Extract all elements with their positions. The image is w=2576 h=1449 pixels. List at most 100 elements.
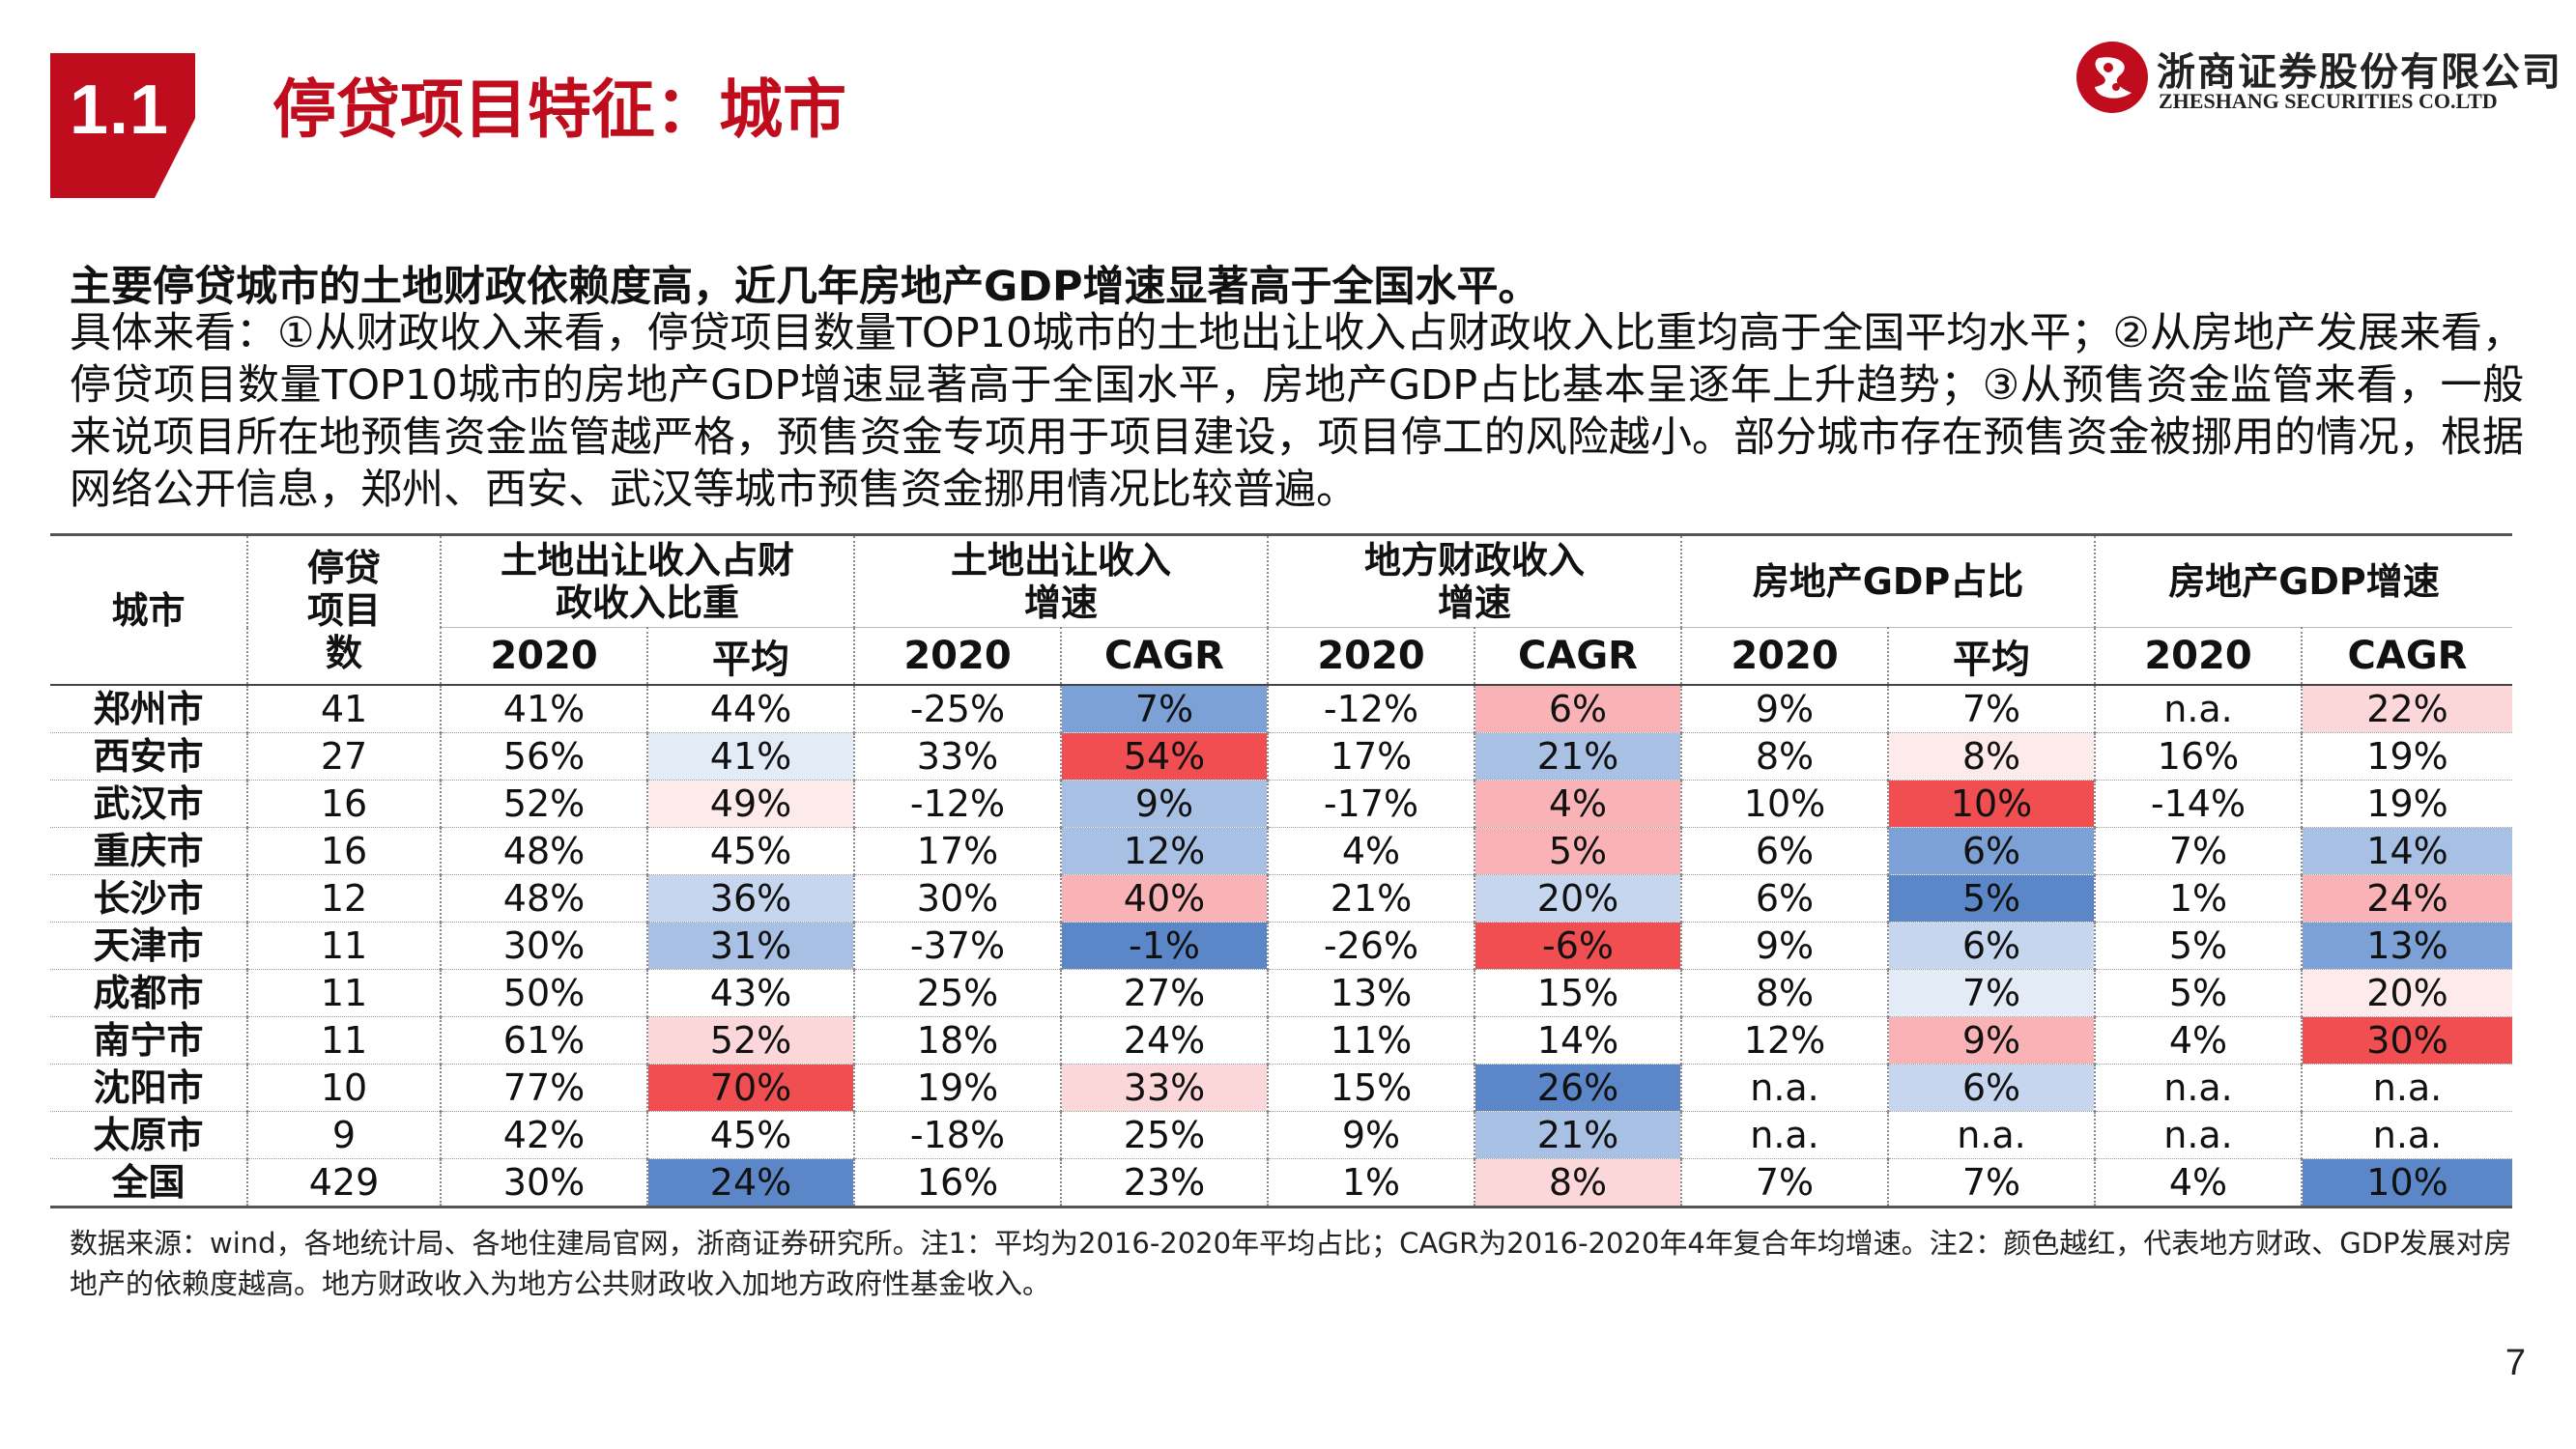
city-cell: 西安市: [50, 732, 248, 781]
value-cell: 30%: [2302, 1016, 2512, 1065]
project-count-cell: 12: [247, 874, 442, 923]
project-count-cell: 41: [247, 685, 442, 733]
table-row: 成都市 11 50% 43% 25% 27% 13% 15% 8% 7% 5% 20%: [50, 969, 2512, 1017]
table-row: 长沙市 12 48% 36% 30% 40% 21% 20% 6% 5% 1% 24%: [50, 874, 2512, 923]
value-cell: 20%: [2302, 969, 2512, 1017]
value-cell: 48%: [441, 827, 648, 875]
group-header-land-share-text: 土地出让收入占财政收入比重: [500, 539, 794, 624]
value-cell: 6%: [1888, 827, 2096, 875]
summary-text: 主要停贷城市的土地财政依赖度高，近几年房地产GDP增速显著高于全国水平。: [70, 263, 1540, 311]
value-cell: 16%: [854, 1158, 1062, 1208]
value-cell: 21%: [1268, 874, 1475, 923]
value-cell: n.a.: [1888, 1111, 2096, 1159]
page-title: 停贷项目特征：城市: [272, 72, 846, 147]
group-header-re-gdp-growth: 房地产GDP增速: [2095, 533, 2512, 628]
value-cell: 15%: [1268, 1064, 1475, 1112]
table-row: 沈阳市 10 77% 70% 19% 33% 15% 26% n.a. 6% n.a. n.a.: [50, 1064, 2512, 1112]
value-cell: 25%: [1061, 1111, 1269, 1159]
table-row: 郑州市 41 41% 44% -25% 7% -12% 6% 9% 7% n.a. 22%: [50, 685, 2512, 733]
city-cell: 太原市: [50, 1111, 248, 1159]
zheshang-logo-icon: [2076, 42, 2148, 113]
value-cell: 5%: [2095, 922, 2303, 970]
value-cell: n.a.: [1681, 1064, 1889, 1112]
value-cell: 4%: [2095, 1016, 2303, 1065]
value-cell: 36%: [647, 874, 855, 923]
value-cell: 56%: [441, 732, 648, 781]
city-cell: 成都市: [50, 969, 248, 1017]
value-cell: 9%: [1268, 1111, 1475, 1159]
value-cell: 30%: [441, 922, 648, 970]
value-cell: 33%: [1061, 1064, 1269, 1112]
city-cell: 南宁市: [50, 1016, 248, 1065]
value-cell: 26%: [1474, 1064, 1682, 1112]
company-logo: 浙商证券股份有限公司 ZHESHANG SECURITIES CO.LTD: [2075, 41, 2561, 128]
value-cell: 9%: [1681, 922, 1889, 970]
value-cell: 49%: [647, 780, 855, 828]
value-cell: -37%: [854, 922, 1062, 970]
value-cell: 13%: [1268, 969, 1475, 1017]
subheader-cell: CAGR: [2347, 634, 2468, 678]
value-cell: 8%: [1681, 969, 1889, 1017]
value-cell: 5%: [1888, 874, 2096, 923]
value-cell: 50%: [441, 969, 648, 1017]
value-cell: 22%: [2302, 685, 2512, 733]
value-cell: n.a.: [2372, 1114, 2443, 1156]
value-cell: 13%: [2302, 922, 2512, 970]
value-cell: 43%: [647, 969, 855, 1017]
value-cell: 42%: [441, 1111, 648, 1159]
value-cell: 17%: [854, 827, 1062, 875]
value-cell: 7%: [1061, 685, 1269, 733]
value-cell: -14%: [2095, 780, 2303, 828]
value-cell: 15%: [1474, 969, 1682, 1017]
table-row: 天津市 11 30% 31% -37% -1% -26% -6% 9% 6% 5% 13%: [50, 922, 2512, 970]
value-cell: 18%: [854, 1016, 1062, 1065]
value-cell: 11%: [1268, 1016, 1475, 1065]
table-row: 太原市 9 42% 45% -18% 25% 9% 21% n.a. n.a. n.a. n.a.: [50, 1111, 2512, 1159]
value-cell: 52%: [441, 780, 648, 828]
group-header-land-growth: 土地出让收入增速: [854, 533, 1269, 628]
value-cell: 19%: [2366, 782, 2448, 825]
value-cell: 10%: [1888, 780, 2096, 828]
value-cell: n.a.: [2095, 1111, 2303, 1159]
project-count-cell: 429: [247, 1158, 442, 1208]
value-cell: 14%: [1474, 1016, 1682, 1065]
city-cell: 全国: [50, 1158, 248, 1208]
subheader-cell: 2020: [854, 627, 1062, 685]
project-count-cell: 11: [247, 969, 442, 1017]
value-cell: 44%: [647, 685, 855, 733]
value-cell: 24%: [1061, 1016, 1269, 1065]
table-row: 重庆市 16 48% 45% 17% 12% 4% 5% 6% 6% 7% 14%: [50, 827, 2512, 875]
section-number: 1.1: [70, 71, 170, 149]
value-cell: n.a.: [2372, 1066, 2443, 1109]
footnote: 数据来源：wind，各地统计局、各地住建局官网，浙商证券研究所。注1：平均为20…: [70, 1227, 2512, 1300]
value-cell: 52%: [647, 1016, 855, 1065]
value-cell: 4%: [2095, 1158, 2303, 1208]
header-city: 城市: [50, 533, 248, 685]
value-cell: 27%: [1061, 969, 1269, 1017]
value-cell: n.a.: [1681, 1111, 1889, 1159]
subheader-cell: CAGR: [1061, 627, 1269, 685]
value-cell: 61%: [441, 1016, 648, 1065]
value-cell: 8%: [1681, 732, 1889, 781]
table-row: 南宁市 11 61% 52% 18% 24% 11% 14% 12% 9% 4% 30%: [50, 1016, 2512, 1065]
city-cell: 天津市: [50, 922, 248, 970]
table-row: 全国 429 30% 24% 16% 23% 1% 8% 7% 7% 4% 10%: [50, 1158, 2512, 1208]
value-cell: 40%: [1061, 874, 1269, 923]
value-cell: -17%: [1268, 780, 1475, 828]
city-cell: 长沙市: [50, 874, 248, 923]
table-body: 郑州市 41 41% 44% -25% 7% -12% 6% 9% 7% n.a. 22% 西安市 27 5…: [50, 685, 2512, 1208]
value-cell: 30%: [854, 874, 1062, 923]
group-header-re-gdp-share: 房地产GDP占比: [1681, 533, 2096, 628]
project-count-cell: 16: [247, 827, 442, 875]
value-cell: 8%: [1474, 1158, 1682, 1208]
group-header-fiscal-growth-text: 地方财政收入增速: [1363, 539, 1585, 624]
group-header-land-share: 土地出让收入占财政收入比重: [441, 533, 855, 628]
group-header-fiscal-growth: 地方财政收入增速: [1268, 533, 1682, 628]
value-cell: 41%: [647, 732, 855, 781]
table-row: 武汉市 16 52% 49% -12% 9% -17% 4% 10% 10% -14% 19%: [50, 780, 2512, 828]
value-cell: n.a.: [2095, 685, 2303, 733]
value-cell: 20%: [1474, 874, 1682, 923]
value-cell: 7%: [1888, 685, 2096, 733]
value-cell: 21%: [1474, 1111, 1682, 1159]
value-cell: 33%: [854, 732, 1062, 781]
